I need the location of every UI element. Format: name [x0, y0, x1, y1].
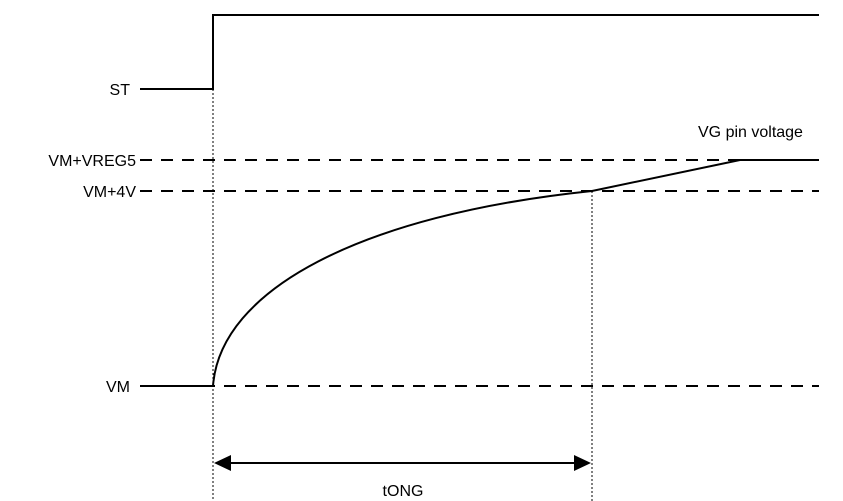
vm-label: VM	[106, 379, 130, 396]
vm-vreg5-label: VM+VREG5	[48, 153, 136, 170]
tong-arrow-left-head	[214, 455, 231, 471]
st-signal-waveform	[140, 14, 819, 90]
vg-pin-voltage-curve	[140, 159, 819, 387]
vm-4v-label: VM+4V	[83, 184, 136, 201]
vg-pin-voltage-label: VG pin voltage	[698, 124, 803, 141]
tong-arrow-right-head	[574, 455, 591, 471]
st-label: ST	[110, 82, 131, 99]
tong-label: tONG	[383, 483, 424, 500]
